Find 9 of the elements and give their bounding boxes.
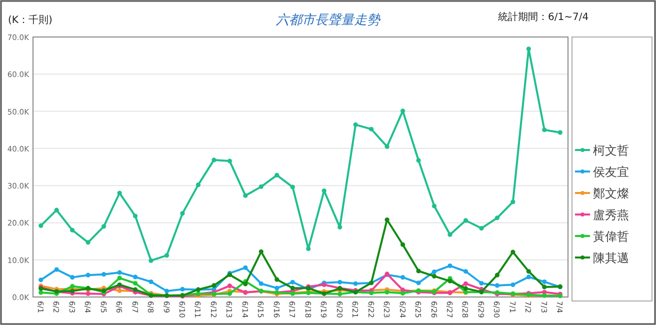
legend-label: 柯文哲 <box>593 144 629 158</box>
legend-label: 黃偉哲 <box>593 230 629 244</box>
legend-label: 侯友宜 <box>593 165 629 179</box>
legend-label: 鄭文燦 <box>593 186 629 200</box>
text: 統計期間：6/1~7/4 <box>498 11 589 23</box>
chart-title: 六都市長聲量走勢 <box>275 13 381 28</box>
text: (K：千則) <box>8 14 52 26</box>
legend-label: 陳其邁 <box>593 251 629 265</box>
legend-label: 盧秀燕 <box>593 208 629 222</box>
